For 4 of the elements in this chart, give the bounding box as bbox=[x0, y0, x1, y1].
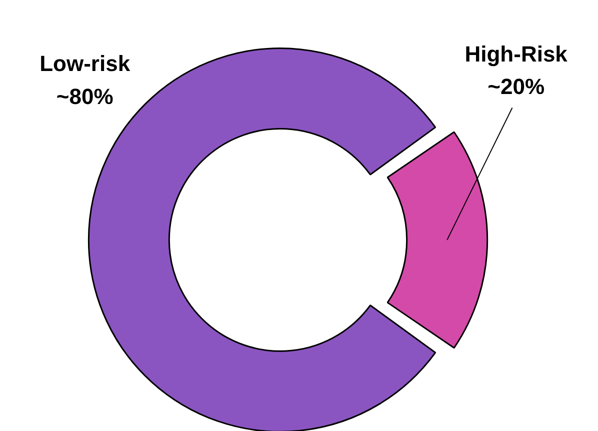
slice-label: High-Risk bbox=[464, 42, 568, 67]
data-label: ~20% bbox=[488, 74, 545, 100]
slice-label: Low-risk bbox=[40, 51, 131, 76]
data-label: ~80% bbox=[56, 84, 114, 109]
